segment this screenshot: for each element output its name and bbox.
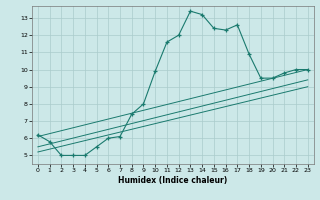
X-axis label: Humidex (Indice chaleur): Humidex (Indice chaleur) bbox=[118, 176, 228, 185]
